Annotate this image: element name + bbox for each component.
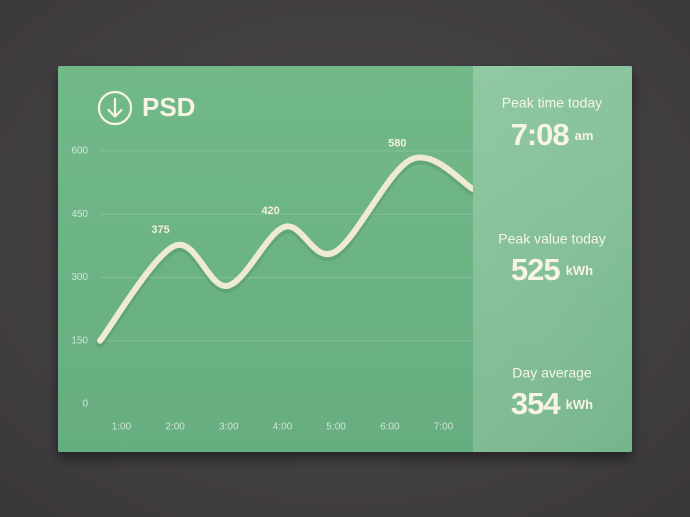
stat-number: 7:08: [511, 117, 570, 152]
x-tick-label: 6:00: [380, 422, 400, 433]
stat-value: 7:08 am: [511, 117, 594, 152]
data-label: 375: [151, 224, 169, 236]
stat-unit: am: [575, 128, 594, 143]
data-label: 580: [388, 137, 406, 149]
y-tick-label: 150: [71, 335, 88, 346]
line: [97, 154, 473, 344]
x-tick-label: 5:00: [326, 422, 346, 433]
stat-number: 354: [511, 386, 561, 421]
download-icon: [97, 90, 133, 126]
stat-unit: kWh: [566, 397, 594, 412]
x-tick-label: 2:00: [165, 422, 185, 433]
x-tick-label: 4:00: [273, 422, 293, 433]
y-tick-label: 300: [71, 272, 88, 283]
y-tick-label: 600: [71, 146, 88, 157]
data-label: 420: [261, 205, 279, 217]
stat-value: 525 kWh: [511, 252, 593, 287]
x-tick-label: 3:00: [219, 422, 239, 433]
stat-label: Peak time today: [502, 95, 602, 111]
stat-number: 525: [511, 252, 560, 287]
y-tick-label: 0: [82, 399, 88, 410]
x-tick-label: 1:00: [112, 422, 132, 433]
x-tick-label: 7:00: [434, 422, 454, 433]
stats: Peak time today 7:08 am Peak value today 525…: [498, 95, 605, 421]
chart-title: PSD: [142, 92, 195, 122]
stat-value: 354 kWh: [511, 386, 593, 421]
y-tick-label: 450: [71, 209, 88, 220]
plot: [96, 150, 473, 348]
stat-label: Peak value today: [498, 231, 605, 247]
stat-label: Day average: [512, 365, 592, 381]
stat-unit: kWh: [566, 263, 594, 278]
stats-panel: [473, 66, 632, 452]
